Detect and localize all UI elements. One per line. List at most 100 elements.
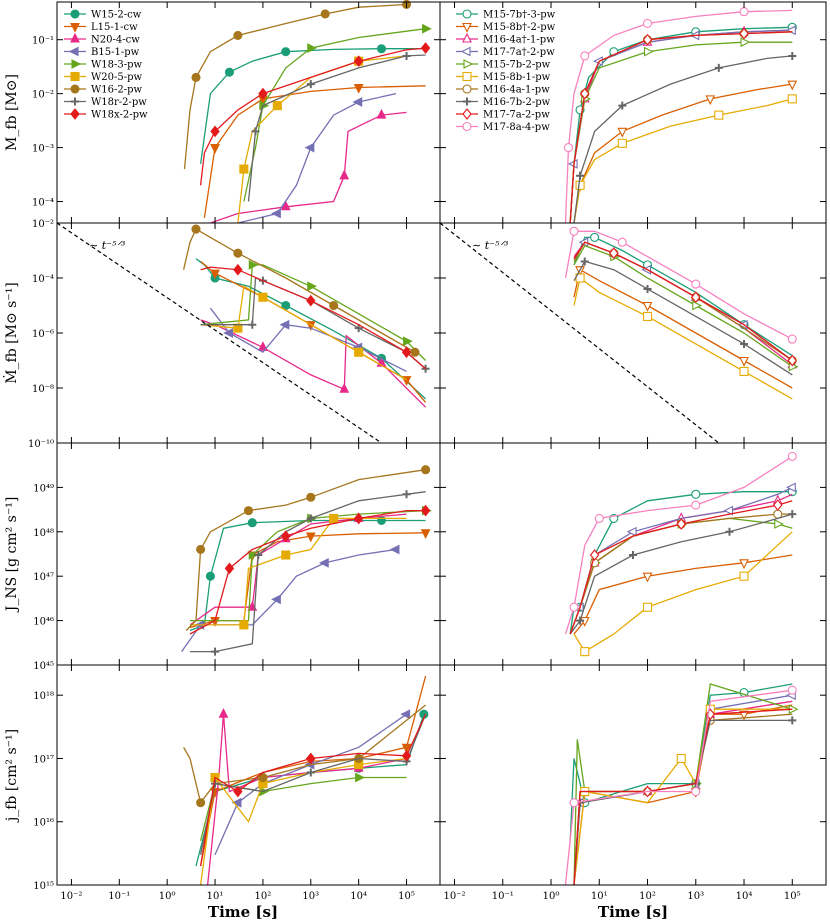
right-mfb-marker-M15-8b-1-pw bbox=[617, 138, 627, 148]
left-jns-ytick-label-1e+47: 10⁴⁷ bbox=[33, 572, 54, 583]
left-legend-label-W20-5-pw: W20-5-pw bbox=[91, 72, 143, 83]
mdot-ylabel: Ṁ_fb [M⊙ s⁻¹] bbox=[2, 282, 20, 384]
left-jfb-marker-W16-2-pw bbox=[196, 798, 206, 808]
right-mdot-reference-line bbox=[440, 223, 720, 443]
left-legend-label-W16-2-pw: W16-2-pw bbox=[91, 85, 143, 96]
right-legend-marker-M15-7b†-3-pw bbox=[462, 9, 472, 19]
right-jfb-marker-M15-8b†-2-pw bbox=[739, 710, 749, 721]
left-jns-ytick-label-1e+46: 10⁴⁶ bbox=[33, 617, 54, 628]
left-jfb-line-L15-1-cw bbox=[199, 675, 427, 867]
left-jfb-marker-W18x-2-pw bbox=[401, 749, 412, 762]
right-mdot-marker-M17-8a-4-pw bbox=[691, 279, 701, 289]
left-mfb-marker-W18x-2-pw bbox=[353, 55, 364, 68]
left-jns-marker-B15-1-pw bbox=[389, 544, 400, 555]
left-mdot-marker-W16-2-pw bbox=[329, 300, 339, 311]
right-jns-marker-M16-7b-2-pw bbox=[725, 527, 734, 536]
right-jfb-line-M16-4a-1-pw bbox=[573, 713, 793, 885]
right-jfb-line-M17-7a†-2-pw bbox=[573, 694, 793, 885]
left-jfb-marker-W18x-2-pw bbox=[233, 785, 243, 798]
right-jfb-marker-M16-7b-2-pw bbox=[788, 716, 797, 725]
right-jns-line-M15-8b-1-pw bbox=[573, 531, 793, 653]
right-mdot-marker-M17-8a-4-pw bbox=[569, 226, 579, 236]
right-legend-label-M16-4a-1-pw: M16-4a-1-pw bbox=[483, 85, 550, 96]
right-jns-marker-M17-8a-4-pw bbox=[569, 602, 579, 612]
jns-ylabel: J_NS [g cm² s⁻¹] bbox=[4, 497, 20, 614]
left-jns-marker-W18r-2-pw bbox=[306, 514, 315, 523]
left-jfb-line-W15-2-cw bbox=[195, 713, 425, 867]
left-mfb-line-L15-1-cw bbox=[203, 85, 426, 218]
right-mfb-line-M15-7b†-3-pw bbox=[569, 26, 793, 223]
left-jns-line-W18-3-pw bbox=[190, 509, 426, 622]
right-jns-marker-M17-8a-4-pw bbox=[787, 451, 797, 461]
right-mfb-marker-M17-8a-4-pw bbox=[563, 143, 574, 153]
right-legend-label-M15-7b†-3-pw: M15-7b†-3-pw bbox=[483, 10, 556, 21]
right-legend-marker-M17-7a†-2-pw bbox=[460, 46, 471, 57]
left-mdot-ytick-label-1e-8: 10⁻⁸ bbox=[32, 384, 54, 395]
left-mfb-marker-W18-3-pw bbox=[422, 23, 432, 34]
left-jns-marker-L15-1-cw bbox=[420, 529, 431, 540]
right-jfb-line-M17-8a-4-pw bbox=[564, 689, 793, 885]
right-mfb-marker-M17-7a-2-pw bbox=[580, 87, 590, 100]
right-jns-marker-M17-8a-4-pw bbox=[691, 500, 701, 510]
left-mdot-marker-W18-3-pw bbox=[307, 281, 318, 292]
right-mdot-line-M16-4a†-1-pw bbox=[573, 241, 793, 366]
left-jns-ytick-label-1e+45: 10⁴⁵ bbox=[33, 661, 54, 672]
left-mdot-marker-W16-2-pw bbox=[410, 347, 420, 357]
right-jfb-line-M17-7a-2-pw bbox=[573, 708, 793, 885]
left-legend-label-W18r-2-pw: W18r-2-pw bbox=[91, 97, 147, 108]
right-jns-marker-M15-8b-1-pw bbox=[739, 571, 749, 581]
jfb-ylabel: j_fb [cm² s⁻¹] bbox=[4, 729, 20, 823]
left-jfb-frame bbox=[56, 664, 441, 886]
left-jns-line-W15-2-cw bbox=[189, 519, 426, 632]
right-jfb-marker-M15-8b-1-pw bbox=[676, 753, 686, 764]
left-mdot-marker-W18x-2-pw bbox=[306, 294, 316, 307]
right-mdot-marker-M15-8b-1-pw bbox=[739, 366, 749, 376]
right-mdot-marker-M16-7b-2-pw bbox=[740, 339, 749, 348]
left-mdot-line-W16-2-pw bbox=[182, 228, 416, 353]
right-jfb-marker-M17-8a-4-pw bbox=[787, 685, 797, 695]
right-mfb-marker-M15-7b-2-pw bbox=[643, 46, 654, 57]
right-jns-marker-M15-8b-1-pw bbox=[642, 602, 653, 612]
right-mfb-marker-M16-7b-2-pw bbox=[788, 51, 797, 60]
right-jns-marker-M15-7b†-3-pw bbox=[691, 489, 701, 499]
left-mdot-marker-W18x-2-pw bbox=[401, 346, 412, 359]
left-jns-marker-W15-2-cw bbox=[205, 571, 215, 581]
right-legend-marker-M16-7b-2-pw bbox=[463, 97, 471, 106]
left-jfb-marker-W18-3-pw bbox=[355, 772, 365, 783]
left-jns-marker-W18r-2-pw bbox=[254, 551, 263, 560]
right-jns-marker-M16-7b-2-pw bbox=[788, 510, 797, 519]
right-mdot-marker-M17-7a-2-pw bbox=[609, 247, 619, 260]
left-legend-marker-W18r-2-pw bbox=[71, 97, 79, 106]
left-jns-marker-W15-2-cw bbox=[247, 518, 257, 528]
right-jfb-marker-M17-8a-4-pw bbox=[569, 798, 579, 808]
left-mfb-marker-W18x-2-pw bbox=[420, 42, 431, 54]
right-mdot-marker-M15-8b†-2-pw bbox=[642, 301, 653, 312]
left-mdot-marker-W16-2-pw bbox=[191, 224, 201, 234]
left-mfb-line-W20-5-pw bbox=[237, 55, 407, 223]
left-mfb-marker-N20-4-cw bbox=[376, 108, 387, 119]
right-mdot-marker-M16-7b-2-pw bbox=[580, 257, 589, 266]
left-jns-ytick-label-1e+49: 10⁴⁹ bbox=[33, 483, 54, 494]
left-jns-marker-W18x-2-pw bbox=[224, 562, 235, 575]
left-jns-ytick-label-1e+48: 10⁴⁸ bbox=[33, 528, 54, 539]
left-jns-marker-W18r-2-pw bbox=[211, 647, 220, 656]
right-jfb-line-M16-4a†-1-pw bbox=[573, 700, 793, 885]
left-mfb-ytick-label-0.1: 10⁻¹ bbox=[32, 36, 54, 47]
left-mfb-marker-L15-1-cw bbox=[210, 144, 220, 154]
right-jns-marker-M17-7a†-2-pw bbox=[626, 526, 637, 537]
right-jns-marker-M15-8b-1-pw bbox=[580, 647, 590, 657]
right-mfb-marker-M15-8b†-2-pw bbox=[705, 95, 716, 106]
left-legend-marker-W18-3-pw bbox=[71, 59, 82, 69]
right-jfb-line-M16-7b-2-pw bbox=[573, 719, 793, 885]
right-legend-label-M16-7b-2-pw: M16-7b-2-pw bbox=[483, 97, 551, 108]
left-xtick-label-10000: 10⁴ bbox=[350, 891, 367, 902]
left-xtick-label-1: 10⁰ bbox=[159, 891, 176, 902]
left-jns-marker-W20-5-pw bbox=[239, 620, 249, 630]
x-axis-label-right: Time [s] bbox=[598, 903, 668, 921]
left-mdot-marker-W18r-2-pw bbox=[354, 324, 363, 333]
left-mfb-marker-W16-2-pw bbox=[320, 9, 330, 19]
right-mdot-marker-M15-8b†-2-pw bbox=[739, 356, 749, 367]
left-legend-label-W18x-2-pw: W18x-2-pw bbox=[91, 110, 148, 121]
left-mfb-marker-B15-1-pw bbox=[304, 142, 315, 153]
left-jns-line-N20-4-cw bbox=[189, 513, 407, 626]
